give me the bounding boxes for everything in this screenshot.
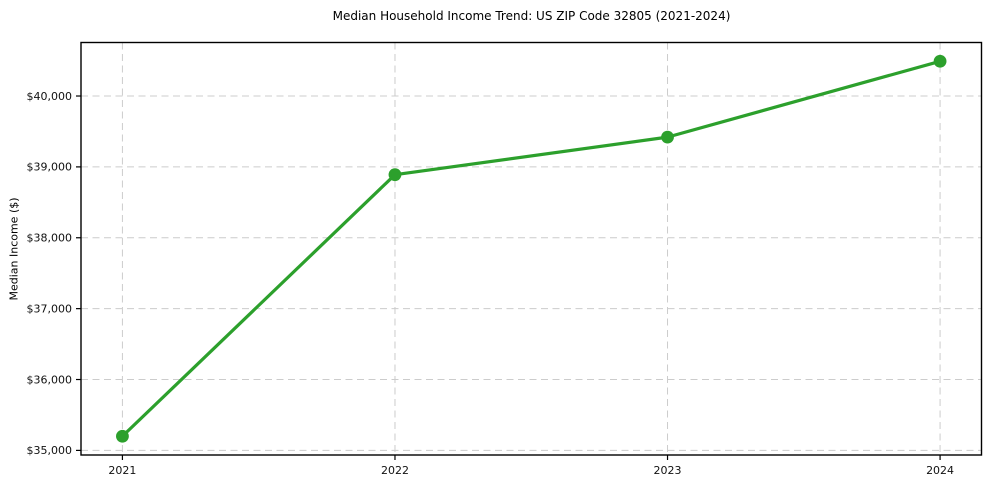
x-tick-label: 2023 — [654, 464, 682, 477]
data-point-2021 — [116, 429, 129, 443]
y-tick-label: $38,000 — [27, 232, 73, 245]
data-point-2022 — [388, 168, 402, 182]
y-tick-label: $40,000 — [27, 90, 73, 103]
y-tick-label: $36,000 — [27, 373, 73, 386]
chart-title: Median Household Income Trend: US ZIP Co… — [332, 9, 731, 23]
data-point-2023 — [661, 130, 674, 144]
x-tick-label: 2022 — [381, 464, 409, 477]
x-tick-label: 2024 — [926, 464, 954, 477]
data-point-2024 — [933, 54, 947, 68]
y-tick-label: $39,000 — [27, 161, 73, 174]
x-tick-label: 2021 — [108, 464, 136, 477]
y-tick-label: $37,000 — [27, 302, 73, 315]
income-trend-line — [120, 59, 942, 438]
plot-border — [80, 41, 983, 456]
y-tick-label: $35,000 — [27, 444, 73, 457]
